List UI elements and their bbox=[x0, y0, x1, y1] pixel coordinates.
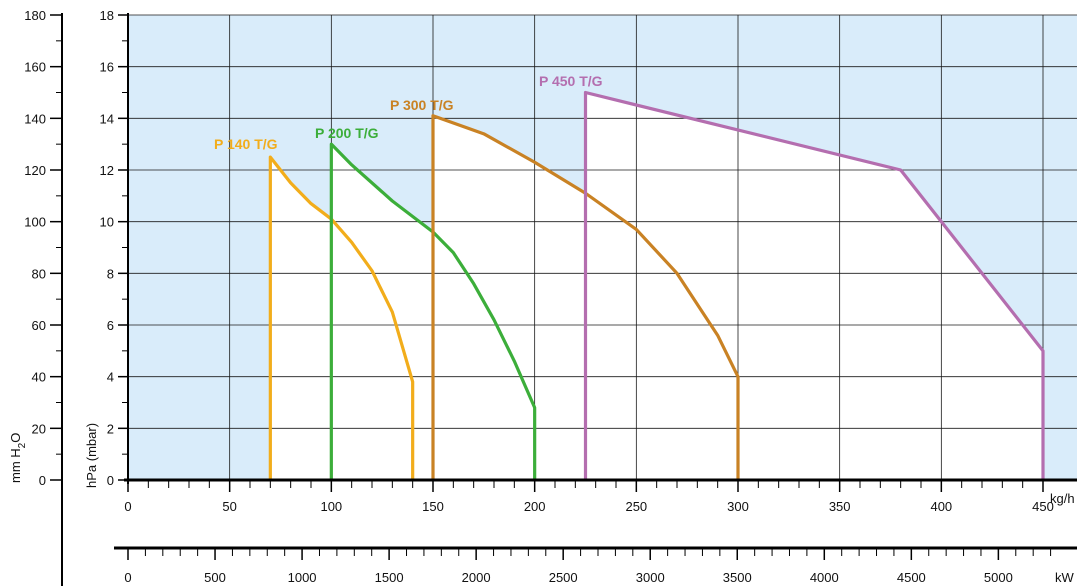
y2-tick-label: 160 bbox=[24, 60, 46, 75]
y-tick-label: 2 bbox=[107, 421, 114, 436]
x-tick-label: 200 bbox=[524, 499, 546, 514]
y2-tick-label: 140 bbox=[24, 111, 46, 126]
x-tick-label: 50 bbox=[222, 499, 236, 514]
x-axis-title: kg/h bbox=[1050, 491, 1075, 506]
y-tick-label: 4 bbox=[107, 370, 114, 385]
y-tick-label: 18 bbox=[100, 8, 114, 23]
x2-tick-label: 3500 bbox=[723, 570, 752, 585]
y-axis-title: hPa (mbar) bbox=[84, 423, 99, 488]
series-label-3: P 300 T/G bbox=[390, 97, 454, 113]
series-line-2 bbox=[329, 142, 537, 480]
y-tick-label: 10 bbox=[100, 215, 114, 230]
x-tick-label: 250 bbox=[625, 499, 647, 514]
y-tick-label: 8 bbox=[107, 266, 114, 281]
x2-tick-label: 500 bbox=[204, 570, 226, 585]
series-line-1 bbox=[268, 155, 415, 480]
y2-tick-label: 0 bbox=[39, 473, 46, 488]
x-tick-label: 150 bbox=[422, 499, 444, 514]
y2-tick-label: 40 bbox=[32, 370, 46, 385]
x2-tick-label: 4000 bbox=[810, 570, 839, 585]
y2-axis-title: mm H2O bbox=[8, 433, 28, 483]
x2-tick-label: 2500 bbox=[549, 570, 578, 585]
x-tick-label: 450 bbox=[1032, 499, 1054, 514]
x-tick-label: 0 bbox=[124, 499, 131, 514]
y-tick-label: 16 bbox=[100, 60, 114, 75]
y-tick-label: 14 bbox=[100, 111, 114, 126]
y2-tick-label: 100 bbox=[24, 215, 46, 230]
y2-tick-label: 180 bbox=[24, 8, 46, 23]
x2-tick-label: 3000 bbox=[636, 570, 665, 585]
x-tick-label: 100 bbox=[320, 499, 342, 514]
series-lines bbox=[268, 90, 1045, 480]
axes bbox=[50, 13, 1077, 586]
x-tick-label: 350 bbox=[829, 499, 851, 514]
x2-tick-label: 5000 bbox=[984, 570, 1013, 585]
series-label-4: P 450 T/G bbox=[539, 73, 603, 89]
x2-tick-label: 2000 bbox=[462, 570, 491, 585]
x2-axis-title: kW bbox=[1055, 570, 1075, 585]
x2-tick-label: 1500 bbox=[375, 570, 404, 585]
y2-tick-label: 80 bbox=[32, 266, 46, 281]
series-line-3 bbox=[431, 114, 740, 480]
envelope-fill-4 bbox=[585, 92, 1043, 480]
y-tick-label: 12 bbox=[100, 163, 114, 178]
x-tick-label: 300 bbox=[727, 499, 749, 514]
x2-tick-label: 1000 bbox=[288, 570, 317, 585]
y2-tick-label: 120 bbox=[24, 163, 46, 178]
y2-tick-label: 60 bbox=[32, 318, 46, 333]
y-tick-label: 0 bbox=[107, 473, 114, 488]
x2-tick-label: 4500 bbox=[897, 570, 926, 585]
series-label-2: P 200 T/G bbox=[315, 125, 379, 141]
y2-tick-label: 20 bbox=[32, 421, 46, 436]
x2-tick-label: 0 bbox=[124, 570, 131, 585]
y-tick-label: 6 bbox=[107, 318, 114, 333]
x-tick-label: 400 bbox=[930, 499, 952, 514]
series-line-4 bbox=[583, 90, 1045, 480]
labels: 0246810121416180204060801001201401601800… bbox=[8, 8, 1075, 585]
series-label-1: P 140 T/G bbox=[214, 136, 278, 152]
